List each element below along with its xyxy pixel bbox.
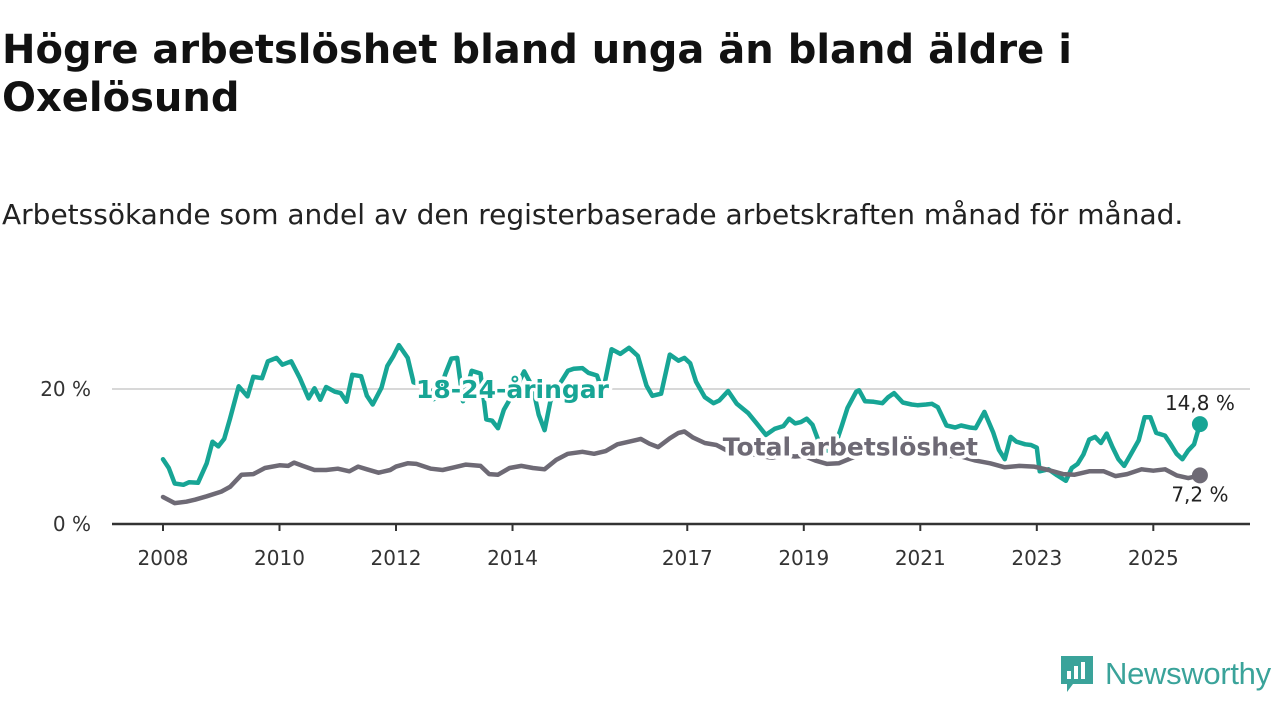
x-tick-label: 2017: [662, 546, 713, 570]
page-title: Högre arbetslöshet bland unga än bland ä…: [2, 27, 1072, 121]
x-tick-label: 2010: [254, 546, 305, 570]
series-end-point: [1191, 416, 1208, 433]
y-tick-label: 20 %: [40, 377, 91, 401]
x-tick-label: 2019: [778, 546, 829, 570]
axis-layer: 0 % 20 % 2008 2010 2012 2014 2017 2019 2021 2023 2…: [40, 377, 1250, 570]
page-subtitle: Arbetssökande som andel av den registerb…: [2, 198, 1184, 231]
series-end-label: 7,2 %: [1171, 482, 1228, 506]
series-line: [160, 429, 1203, 506]
brand-logo: Newsworthy: [1059, 654, 1271, 694]
series-end-label: 14,8 %: [1165, 391, 1235, 415]
series-layer: [160, 342, 1203, 506]
brand-name: Newsworthy: [1105, 656, 1271, 691]
bar-chart-logo-icon: [1061, 656, 1093, 692]
x-tick-label: 2025: [1128, 546, 1179, 570]
series-end-point: [1191, 467, 1208, 484]
x-tick-label: 2021: [895, 546, 946, 570]
x-tick-label: 2012: [371, 546, 422, 570]
y-tick-label: 0 %: [53, 512, 91, 536]
x-tick-label: 2023: [1011, 546, 1062, 570]
x-tick-label: 2014: [487, 546, 538, 570]
label-layer: 18-24-åringar Total arbetslöshet 14,8 % 7,2…: [413, 372, 1238, 509]
series-line: [160, 342, 1203, 488]
series-label: 18-24-åringar: [416, 375, 610, 404]
series-label: Total arbetslöshet: [723, 432, 978, 461]
line-chart: 0 % 20 % 2008 2010 2012 2014 2017 2019 2021 2023 2…: [40, 342, 1250, 570]
x-tick-label: 2008: [138, 546, 189, 570]
